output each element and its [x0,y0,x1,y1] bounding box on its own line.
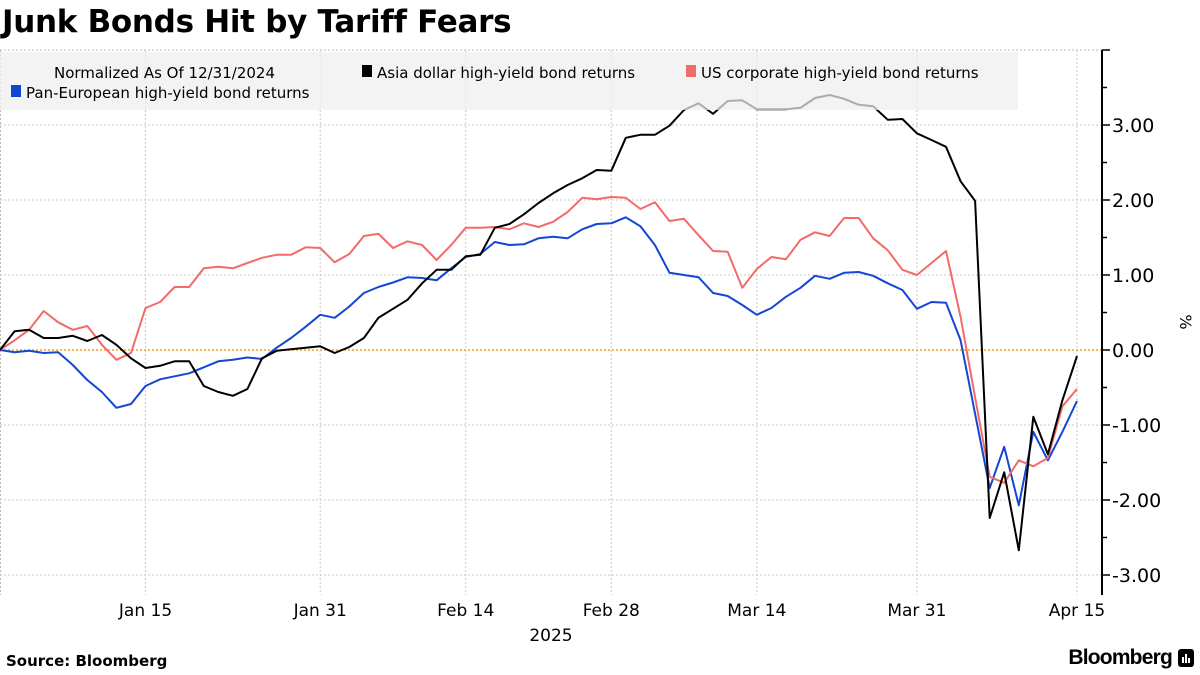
x-tick-label: Feb 28 [583,601,640,621]
x-tick-label: Apr 15 [1049,601,1105,621]
bloomberg-chart-icon [1178,649,1194,667]
series-lines [0,94,1078,552]
y-tick-label: 3.00 [1112,115,1154,137]
series-line-pan-european [0,216,1078,507]
y-tick-label: 2.00 [1112,190,1154,212]
series-line-us [0,196,1078,484]
y-axis-label: % [1176,314,1195,329]
legend: Normalized As Of 12/31/2024 Asia dollar … [0,52,1018,110]
legend-swatch-europe [11,85,21,97]
chart-title: Junk Bonds Hit by Tariff Fears [2,4,512,40]
x-tick-label: Feb 14 [437,601,494,621]
logo-text: Bloomberg [1068,646,1172,669]
y-tick-label: -2.00 [1112,490,1161,512]
legend-note: Normalized As Of 12/31/2024 [54,64,275,82]
x-tick-label: Mar 31 [887,601,946,621]
legend-swatch-us [686,65,696,77]
legend-background [0,52,1018,110]
y-tick-label: 1.00 [1112,265,1154,287]
series-line-asia [0,94,1078,552]
bloomberg-logo: Bloomberg [1068,646,1194,670]
y-tick-label: -1.00 [1112,415,1161,437]
y-tick-label: 0.00 [1112,340,1154,362]
y-axis: 3.00 2.00 1.00 0.00 -1.00 -2.00 -3.00 [1101,49,1161,595]
grid [0,49,1102,595]
legend-label-asia: Asia dollar high-yield bond returns [377,64,635,82]
x-tick-label: Jan 15 [118,601,172,621]
x-tick-label: Mar 14 [727,601,786,621]
x-axis: Jan 15 Jan 31 Feb 14 Feb 28 Mar 14 Mar 31 Apr … [118,601,1105,621]
x-tick-label: Jan 31 [293,601,347,621]
legend-label-europe: Pan-European high-yield bond returns [26,84,310,102]
legend-label-us: US corporate high-yield bond returns [701,64,979,82]
x-axis-year-label: 2025 [529,626,572,646]
legend-swatch-asia [362,65,372,77]
source-note: Source: Bloomberg [6,652,168,670]
y-tick-label: -3.00 [1112,565,1161,587]
